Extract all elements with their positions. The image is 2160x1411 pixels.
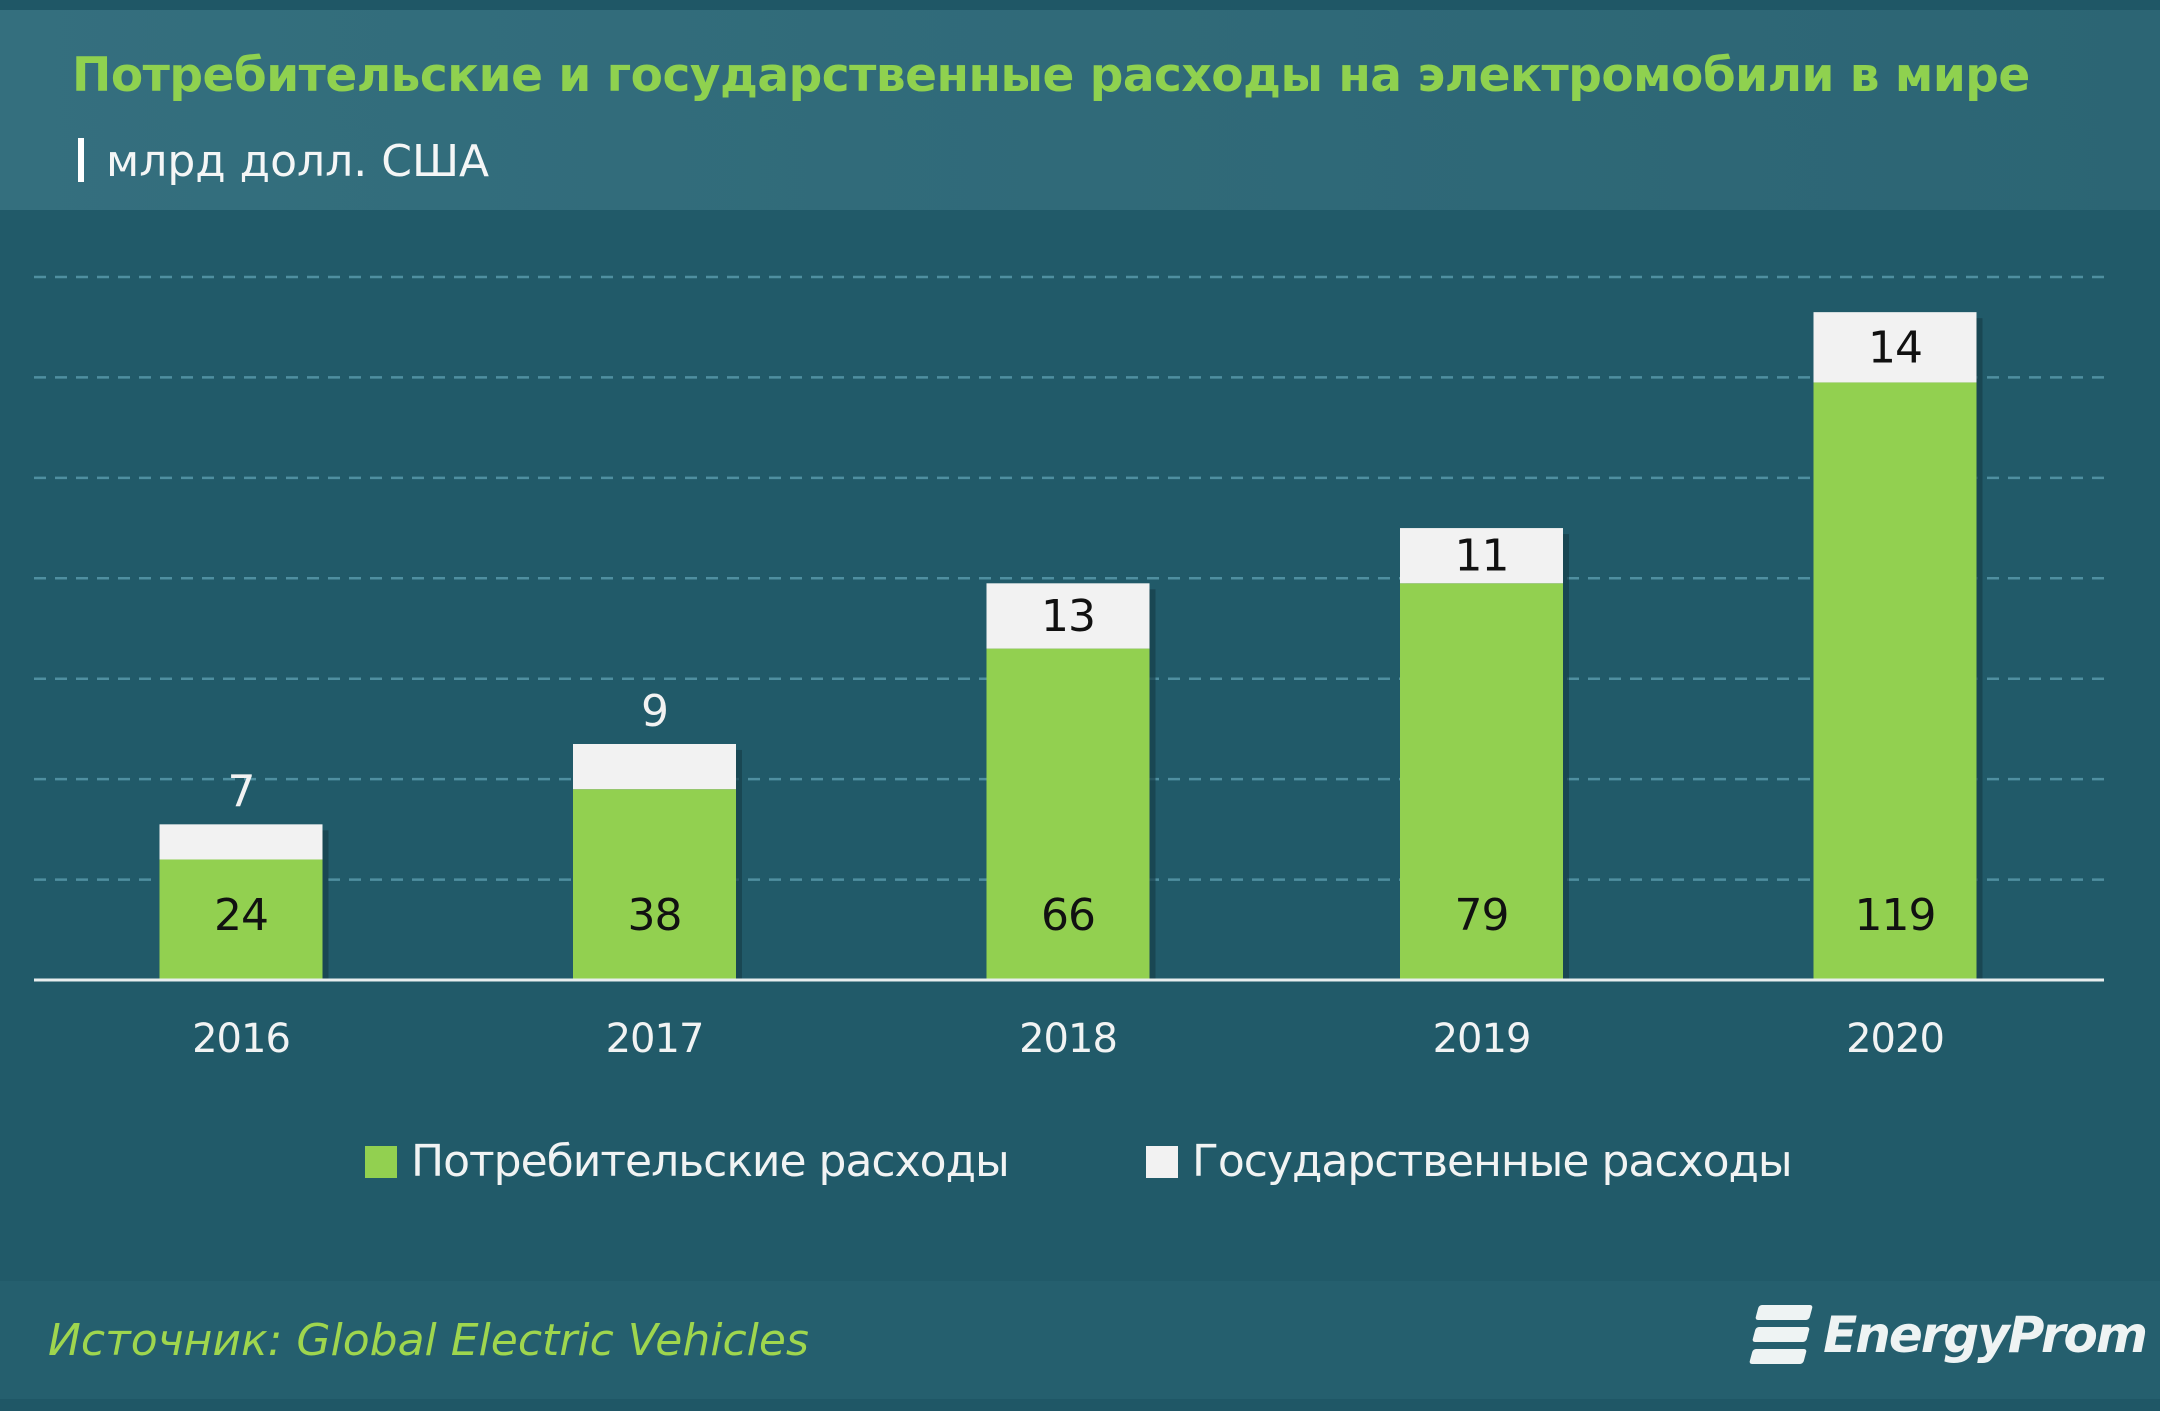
x-tick-label: 2016 <box>192 1016 290 1062</box>
bar-segment-government <box>986 583 1150 649</box>
legend-label-consumer: Потребительские расходы <box>411 1136 1010 1187</box>
bar-segment-consumer <box>986 648 1150 980</box>
data-label: 13 <box>1041 591 1095 642</box>
energyprom-logo: EnergyProm <box>1749 1303 2148 1367</box>
chart-title: Потребительские и государственные расход… <box>72 48 2030 103</box>
source-note: Источник: Global Electric Vehicles <box>48 1315 809 1366</box>
legend-label-government: Государственные расходы <box>1192 1136 1793 1187</box>
bar-segment-government <box>1813 312 1977 383</box>
bar-segment-government <box>1400 528 1563 584</box>
data-label: 79 <box>1455 890 1509 941</box>
subtitle-marker <box>78 138 84 182</box>
data-label: 11 <box>1455 531 1509 582</box>
legend-swatch-consumer <box>365 1145 397 1178</box>
data-label: 38 <box>628 890 682 941</box>
header-band: Потребительские и государственные расход… <box>0 10 2160 210</box>
bar-segment-consumer <box>1400 583 1563 980</box>
data-label: 14 <box>1868 322 1922 373</box>
bar-segment-consumer <box>1813 382 1977 980</box>
data-label: 24 <box>214 890 268 941</box>
legend-item-government: Государственные расходы <box>1146 1136 1793 1187</box>
legend-swatch-government <box>1146 1145 1178 1178</box>
legend: Потребительские расходы Государственные … <box>0 1136 2160 1187</box>
x-tick-label: 2019 <box>1433 1016 1531 1062</box>
x-tick-label: 2018 <box>1019 1016 1117 1062</box>
footer-band: Источник: Global Electric Vehicles Energ… <box>0 1281 2160 1399</box>
bar-chart: 24 7 2016 38 9 2017 66 13 2018 79 11 2019 119 14 2020 <box>34 275 2104 1062</box>
bar-segment-consumer <box>159 859 323 980</box>
legend-item-consumer: Потребительские расходы <box>365 1136 1010 1187</box>
logo-text: EnergyProm <box>1823 1306 2148 1364</box>
data-label: 66 <box>1041 890 1095 941</box>
data-label: 119 <box>1855 890 1936 941</box>
x-tick-label: 2017 <box>606 1016 704 1062</box>
bar-segment-government <box>573 743 736 790</box>
data-label: 7 <box>228 766 255 817</box>
data-label: 9 <box>641 686 668 737</box>
unit-label: млрд долл. США <box>106 136 490 187</box>
logo-mark-icon <box>1749 1303 1814 1367</box>
chart-subtitle: млрд долл. США <box>78 136 489 187</box>
bar-segment-consumer <box>573 789 736 980</box>
bar-segment-government <box>159 824 323 860</box>
x-tick-label: 2020 <box>1846 1016 1944 1062</box>
